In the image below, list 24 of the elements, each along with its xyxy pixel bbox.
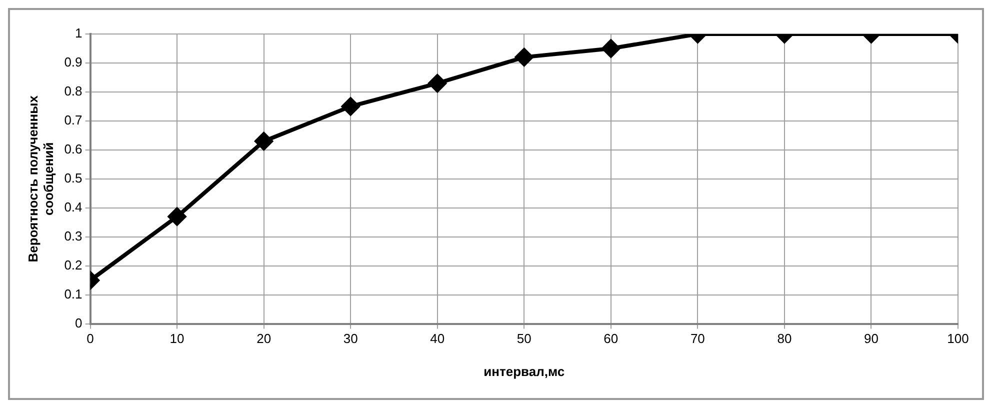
x-tick-label: 10 [170, 331, 184, 346]
y-tick-label: 1 [75, 26, 82, 41]
x-tick-label: 100 [947, 331, 969, 346]
x-tick-label: 90 [864, 331, 878, 346]
y-tick-label: 0.8 [64, 84, 82, 99]
y-tick-label: 0.6 [64, 142, 82, 156]
x-tick-label: 60 [604, 331, 618, 346]
x-tick-label: 0 [86, 331, 94, 346]
x-axis-title: интервал,мс [484, 364, 565, 379]
y-tick-label: 0.5 [64, 170, 82, 186]
y-axis-title: Вероятность полученных сообщений [25, 94, 56, 262]
x-tick-label: 80 [777, 331, 792, 346]
x-tick-label: 20 [256, 331, 272, 346]
y-tick-label: 0.1 [64, 286, 82, 302]
x-tick-label: 70 [690, 331, 705, 346]
y-tick-label: 0.3 [64, 228, 82, 244]
y-tick-label: 0.7 [64, 112, 82, 128]
y-tick-label: 0.4 [64, 199, 82, 214]
y-tick-label: 0 [75, 315, 82, 330]
x-tick-label: 40 [430, 331, 445, 346]
y-tick-label: 0.9 [64, 54, 82, 70]
y-tick-label: 0.2 [64, 257, 82, 272]
x-tick-label: 50 [516, 331, 532, 346]
x-tick-label: 30 [343, 331, 358, 346]
